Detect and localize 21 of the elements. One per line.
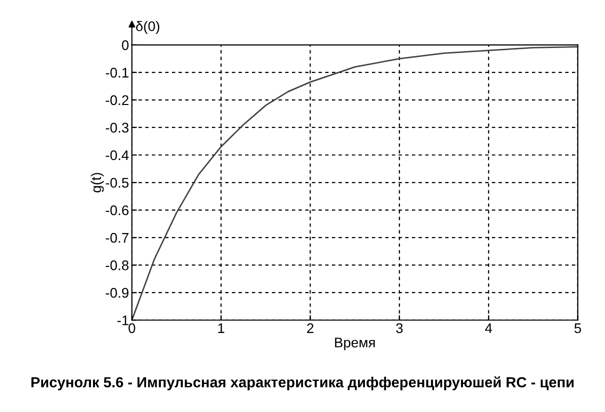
x-tick-label: 0 — [128, 323, 136, 334]
y-axis-title: g(t) — [90, 172, 104, 192]
y-tick-label: -0.2 — [106, 95, 128, 106]
y-tick-label: -0.3 — [106, 122, 129, 133]
y-tick-label: -0.6 — [106, 205, 129, 216]
y-tick-label: -0.5 — [106, 178, 129, 188]
y-tick-label: -0.4 — [106, 150, 129, 160]
y-tick-label: -0.7 — [106, 232, 128, 243]
y-tick-label: -0.9 — [106, 288, 128, 298]
x-tick-label: 4 — [485, 323, 492, 333]
y-tick-label: -0.1 — [106, 68, 128, 78]
x-tick-label: 2 — [307, 323, 314, 333]
y-tick-label: -0.8 — [106, 260, 129, 270]
x-tick-label: 1 — [218, 323, 224, 333]
x-axis-title: Время — [335, 338, 375, 350]
x-tick-label: 3 — [396, 323, 403, 334]
y-tick-label: -1 — [117, 316, 128, 326]
x-tick-label: 5 — [574, 323, 582, 334]
y-tick-label: 0 — [122, 40, 129, 50]
text: Рисунолк 5.6 - Импульсная характеристика дифференцируюшей RC - цепи — [31, 376, 574, 390]
text: δ(0) — [136, 20, 160, 34]
